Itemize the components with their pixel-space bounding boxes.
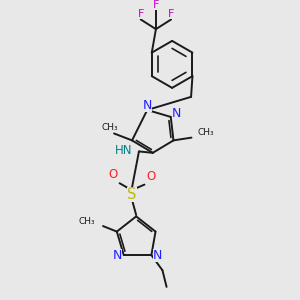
Text: CH₃: CH₃ [197, 128, 214, 137]
Text: S: S [127, 187, 137, 202]
Text: N: N [153, 249, 162, 262]
Text: F: F [153, 0, 159, 10]
Text: N: N [113, 249, 122, 262]
Text: HN: HN [115, 144, 132, 157]
Text: O: O [147, 170, 156, 183]
Text: N: N [142, 99, 152, 112]
Text: N: N [172, 107, 181, 120]
Text: CH₃: CH₃ [102, 123, 118, 132]
Text: O: O [108, 168, 117, 182]
Text: CH₃: CH₃ [78, 218, 95, 226]
Text: F: F [168, 10, 174, 20]
Text: F: F [137, 10, 144, 20]
